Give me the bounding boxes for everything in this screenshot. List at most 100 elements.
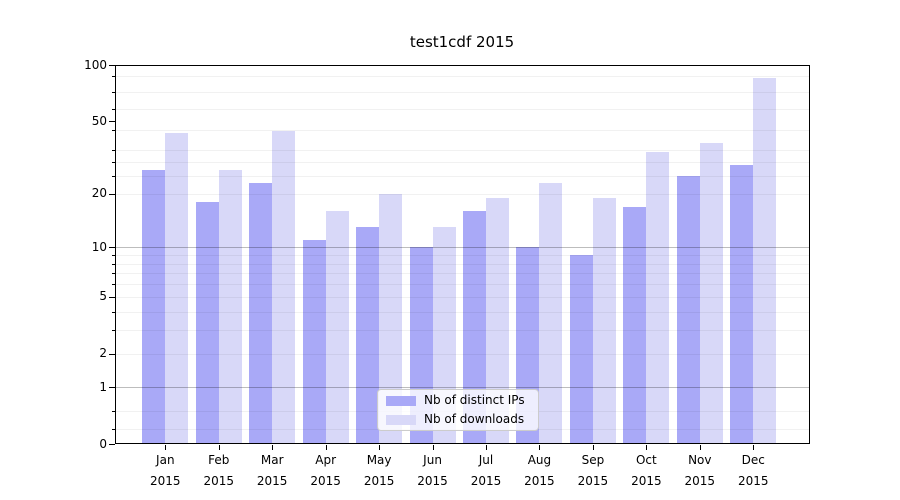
x-major-tick	[272, 445, 274, 450]
bar-downloads-sep	[592, 197, 616, 444]
x-tick-label-month: Jun	[423, 453, 442, 467]
minor-gridline	[116, 330, 809, 332]
y-major-tick	[109, 65, 115, 66]
bar-downloads-mar	[272, 131, 296, 444]
x-tick-label-month: May	[366, 453, 392, 467]
minor-gridline	[116, 284, 809, 286]
y-minor-tick	[112, 330, 115, 332]
minor-gridline	[116, 193, 809, 195]
minor-gridline	[116, 273, 809, 275]
x-tick-label-year: 2015	[684, 474, 716, 488]
x-tick-label-month: Feb	[208, 453, 230, 467]
minor-gridline	[116, 263, 809, 265]
y-minor-tick	[112, 296, 115, 298]
bar-distinct-ips-may	[356, 227, 380, 444]
y-minor-tick	[112, 263, 115, 265]
y-minor-tick	[112, 161, 115, 163]
chart-title: test1cdf 2015	[409, 33, 515, 51]
x-tick-label-year: 2015	[737, 474, 769, 488]
legend-swatch-distinct-ips	[386, 395, 416, 406]
minor-gridline	[116, 254, 809, 256]
y-tick-label: 1	[99, 379, 107, 394]
minor-gridline	[116, 109, 809, 111]
y-major-tick	[109, 387, 115, 389]
major-gridline	[116, 387, 809, 389]
x-tick-label-year: 2015	[150, 474, 181, 488]
x-major-tick	[325, 445, 327, 450]
bar-downloads-dec	[753, 78, 777, 444]
bar-downloads-feb	[218, 170, 242, 444]
minor-gridline	[116, 311, 809, 313]
y-minor-tick	[112, 176, 115, 178]
bar-downloads-oct	[646, 152, 670, 444]
y-major-tick	[109, 247, 115, 249]
y-minor-tick	[112, 149, 115, 151]
x-tick-label-year: 2015	[470, 474, 502, 488]
y-tick-label: 100	[84, 57, 107, 72]
x-tick-label-year: 2015	[363, 474, 395, 488]
minor-gridline	[116, 161, 809, 163]
minor-gridline	[116, 76, 809, 78]
x-tick-label-year: 2015	[310, 474, 341, 488]
x-tick-label-month: Mar	[260, 453, 284, 467]
bar-downloads-may	[379, 193, 403, 444]
x-major-tick	[165, 445, 167, 450]
y-tick-label: 50	[91, 113, 107, 128]
bar-distinct-ips-feb	[195, 202, 219, 444]
legend-label-downloads: Nb of downloads	[424, 412, 525, 426]
minor-gridline	[116, 129, 809, 131]
legend: Nb of distinct IPs Nb of downloads	[377, 389, 539, 431]
bar-distinct-ips-jul	[463, 211, 486, 444]
y-minor-tick	[112, 273, 115, 275]
minor-gridline	[116, 296, 809, 298]
legend-label-distinct-ips: Nb of distinct IPs	[424, 393, 525, 407]
x-major-tick	[539, 445, 541, 450]
bar-downloads-apr	[325, 211, 349, 444]
x-tick-label-month: Jan	[156, 453, 175, 467]
x-major-tick	[753, 445, 755, 450]
x-tick-label-month: Dec	[741, 453, 765, 467]
minor-gridline	[116, 353, 809, 355]
y-minor-tick	[112, 254, 115, 256]
y-tick-label: 20	[91, 186, 107, 201]
bar-distinct-ips-mar	[249, 183, 273, 444]
legend-entry-downloads: Nb of downloads	[386, 412, 538, 427]
x-tick-label-year: 2015	[417, 474, 448, 488]
x-tick-label-month: Jul	[478, 453, 494, 467]
bar-downloads-nov	[699, 143, 723, 444]
bar-distinct-ips-nov	[676, 176, 700, 444]
x-major-tick	[218, 445, 220, 450]
x-tick-label-month: Aug	[527, 453, 552, 467]
x-major-tick	[486, 445, 487, 450]
y-minor-tick	[112, 193, 115, 195]
major-gridline	[116, 247, 809, 249]
legend-swatch-downloads	[386, 414, 416, 425]
minor-gridline	[116, 176, 809, 178]
x-tick-label-year: 2015	[203, 474, 235, 488]
x-tick-label-year: 2015	[631, 474, 662, 488]
y-minor-tick	[112, 76, 115, 78]
y-tick-label: 2	[99, 346, 107, 361]
bar-distinct-ips-apr	[302, 239, 326, 444]
x-major-tick	[432, 445, 434, 450]
y-minor-tick	[112, 410, 115, 412]
y-minor-tick	[112, 129, 115, 131]
bar-distinct-ips-sep	[569, 254, 593, 444]
y-minor-tick	[112, 109, 115, 111]
x-major-tick	[699, 445, 701, 450]
y-tick-label: 5	[99, 289, 107, 304]
y-major-tick	[109, 444, 115, 445]
legend-entry-distinct-ips: Nb of distinct IPs	[386, 393, 538, 408]
y-minor-tick	[112, 353, 115, 355]
x-tick-label-month: Apr	[315, 453, 337, 467]
bar-downloads-jul	[486, 197, 509, 444]
bar-distinct-ips-oct	[623, 206, 647, 444]
x-major-tick	[379, 445, 381, 450]
bar-distinct-ips-dec	[730, 164, 754, 444]
x-tick-label-month: Nov	[688, 453, 712, 467]
minor-gridline	[116, 149, 809, 151]
y-major-tick	[109, 121, 115, 123]
bar-downloads-jan	[165, 133, 189, 444]
bar-downloads-aug	[539, 183, 563, 444]
